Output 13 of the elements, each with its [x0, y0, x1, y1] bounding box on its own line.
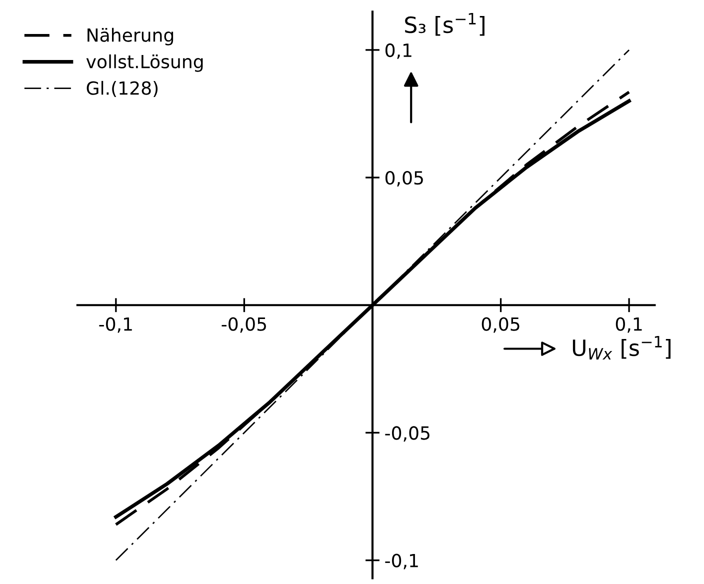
y-axis-title: S₃ [s$^{−1}$]	[405, 13, 484, 36]
legend-label: Näherung	[88, 28, 174, 46]
x-tick-label: -0,1	[99, 317, 132, 333]
x-axis-title: U$_{Wx}$ [s$^{−1}$]	[572, 336, 671, 360]
legend-label: vollst.Lösung	[86, 54, 203, 72]
legend-label: Gl.(128)	[86, 80, 158, 98]
y-tick-label: 0,1	[385, 43, 412, 59]
y-tick-label: -0,05	[385, 426, 430, 442]
y-tick-label: -0,1	[385, 554, 418, 570]
x-tick-label: 0,05	[482, 317, 520, 333]
x-tick-label: -0,05	[222, 317, 266, 333]
y-tick-label: 0,05	[385, 171, 423, 186]
x-tick-label: 0,1	[616, 317, 642, 333]
